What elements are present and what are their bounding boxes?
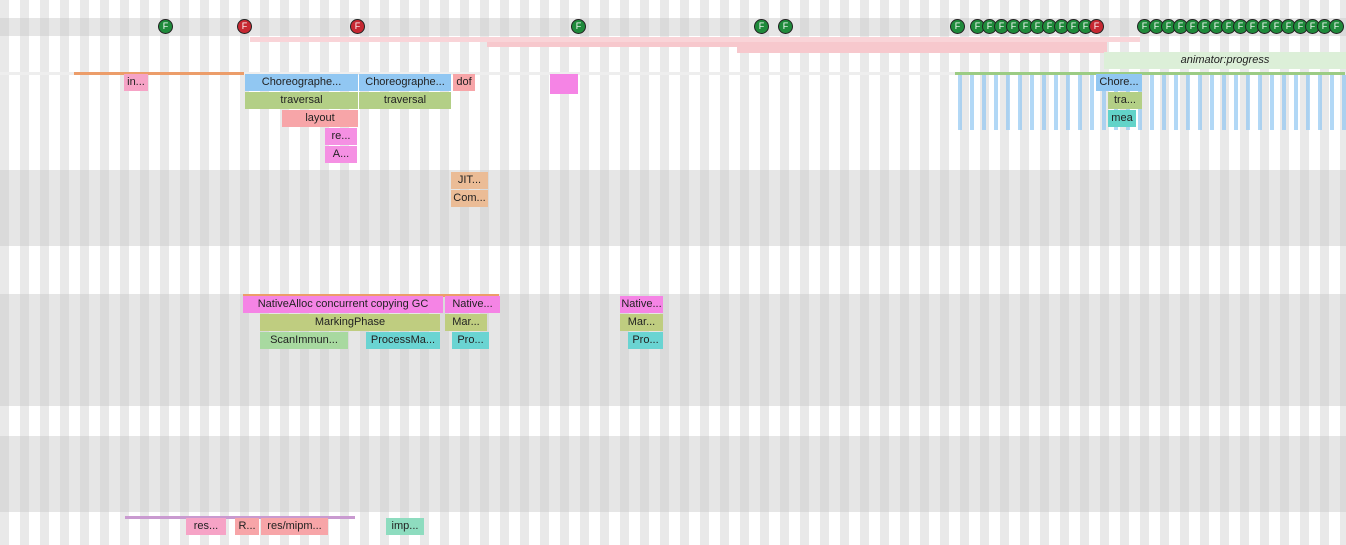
frame-marker: F xyxy=(1030,19,1045,34)
frame-marker: F xyxy=(1281,19,1296,34)
slice: traversal xyxy=(245,92,358,109)
slice: Mar... xyxy=(445,314,487,331)
jank-bar xyxy=(487,42,737,47)
slice: Choreographe... xyxy=(359,74,451,91)
frame-marker: F xyxy=(571,19,586,34)
track-header xyxy=(0,72,1346,75)
track-band xyxy=(0,170,1346,246)
frame-marker: F xyxy=(237,19,252,34)
slice: Pro... xyxy=(452,332,489,349)
slice: traversal xyxy=(359,92,451,109)
frame-marker: F xyxy=(1305,19,1320,34)
slice: res... xyxy=(186,518,226,535)
slice: Choreographe... xyxy=(245,74,358,91)
slice: tra... xyxy=(1108,92,1142,109)
slice: in... xyxy=(124,74,148,91)
slice: JIT... xyxy=(451,172,488,189)
frame-marker: F xyxy=(1173,19,1188,34)
slice: Chore... xyxy=(1096,74,1142,91)
frame-marker: F xyxy=(158,19,173,34)
slice: ProcessMa... xyxy=(366,332,440,349)
slice: Com... xyxy=(451,190,488,207)
slice: ScanImmun... xyxy=(260,332,348,349)
slice: Pro... xyxy=(628,332,663,349)
slice: mea xyxy=(1108,110,1136,127)
slice: layout xyxy=(282,110,358,127)
slice-strip xyxy=(550,74,578,94)
jank-bar xyxy=(737,42,1107,53)
slice: res/mipm... xyxy=(261,518,328,535)
slice: dof xyxy=(453,74,475,91)
slice: animator:progress xyxy=(1104,52,1346,69)
slice-strip xyxy=(958,75,1346,130)
frame-marker: F xyxy=(1221,19,1236,34)
frame-marker: F xyxy=(1329,19,1344,34)
slice-strip xyxy=(243,294,499,297)
frame-marker: F xyxy=(1089,19,1104,34)
slice: MarkingPhase xyxy=(260,314,440,331)
slice: re... xyxy=(325,128,357,145)
slice: Native... xyxy=(445,296,500,313)
slice: Native... xyxy=(620,296,663,313)
track-band xyxy=(0,436,1346,512)
slice: NativeAlloc concurrent copying GC xyxy=(243,296,443,313)
slice: A... xyxy=(325,146,357,163)
slice-strip xyxy=(955,72,1345,75)
frame-marker: F xyxy=(994,19,1009,34)
slice: R... xyxy=(235,518,259,535)
slice-strip xyxy=(74,72,244,75)
track-band xyxy=(0,294,1346,406)
slice: imp... xyxy=(386,518,424,535)
slice: Mar... xyxy=(620,314,663,331)
slice-strip xyxy=(125,516,355,519)
frame-marker: F xyxy=(350,19,365,34)
frame-marker: F xyxy=(950,19,965,34)
frame-marker: F xyxy=(754,19,769,34)
jank-bar xyxy=(250,37,1140,42)
frame-marker: F xyxy=(778,19,793,34)
